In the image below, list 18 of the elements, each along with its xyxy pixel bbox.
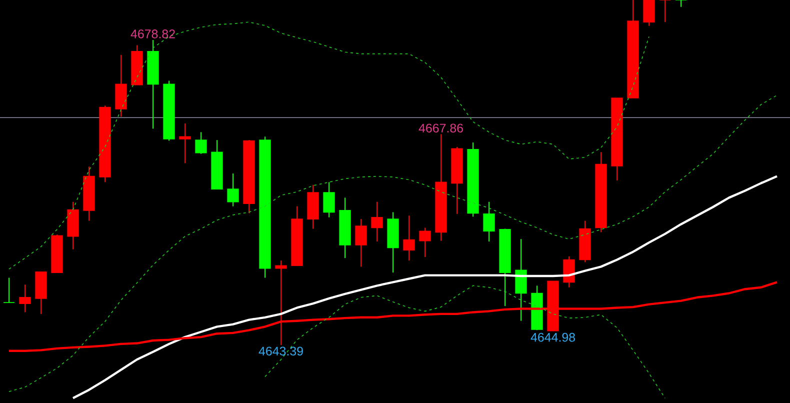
candlestick bbox=[19, 284, 31, 313]
candlestick bbox=[371, 201, 383, 242]
candlestick bbox=[323, 182, 335, 218]
candlestick bbox=[3, 277, 15, 304]
annotation: 4667.86 bbox=[418, 124, 463, 133]
annotation: 4644.98 bbox=[530, 332, 575, 342]
candlestick bbox=[403, 215, 415, 261]
candlestick bbox=[227, 173, 239, 207]
candlestick bbox=[563, 256, 575, 288]
candlestick bbox=[179, 123, 191, 164]
candlestick bbox=[195, 132, 207, 154]
annotation: 4643.39 bbox=[258, 346, 303, 356]
candlestick bbox=[643, 0, 655, 26]
candlestick bbox=[515, 238, 527, 322]
candlestick bbox=[483, 201, 495, 242]
annotation: 4678.82 bbox=[130, 30, 175, 38]
candlestick bbox=[355, 218, 367, 268]
candlestick bbox=[419, 227, 431, 258]
